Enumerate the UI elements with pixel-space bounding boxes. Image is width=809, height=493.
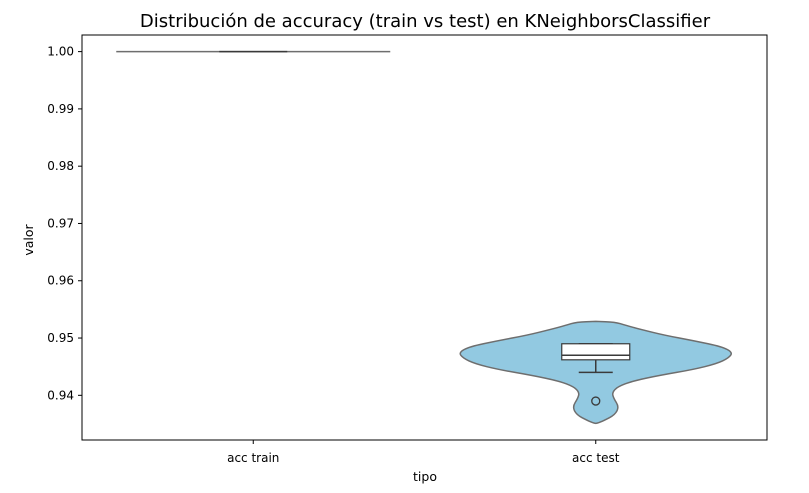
chart-title: Distribución de accuracy (train vs test)…: [140, 11, 711, 32]
x-tick-label: acc train: [227, 451, 279, 465]
y-tick-label: 1.00: [47, 45, 74, 59]
x-axis-label: tipo: [413, 469, 437, 484]
box-iqr: [561, 343, 631, 361]
y-tick-label: 0.98: [47, 159, 74, 173]
y-tick-label: 0.96: [47, 274, 74, 288]
axes: 0.94 0.95 0.96 0.97 0.98 0.99 1.00 acc train acc…: [47, 34, 768, 465]
y-tick-label: 0.95: [47, 331, 74, 345]
x-tick-label: acc test: [572, 451, 620, 465]
y-tick-label: 0.97: [47, 216, 74, 230]
plot-area: [116, 50, 732, 425]
violin-acc-test: [459, 320, 732, 425]
y-tick-label: 0.94: [47, 388, 74, 402]
y-axis-label: valor: [21, 223, 36, 255]
outlier-point: [591, 396, 601, 406]
y-tick-label: 0.99: [47, 102, 74, 116]
plot-frame: [81, 34, 768, 441]
